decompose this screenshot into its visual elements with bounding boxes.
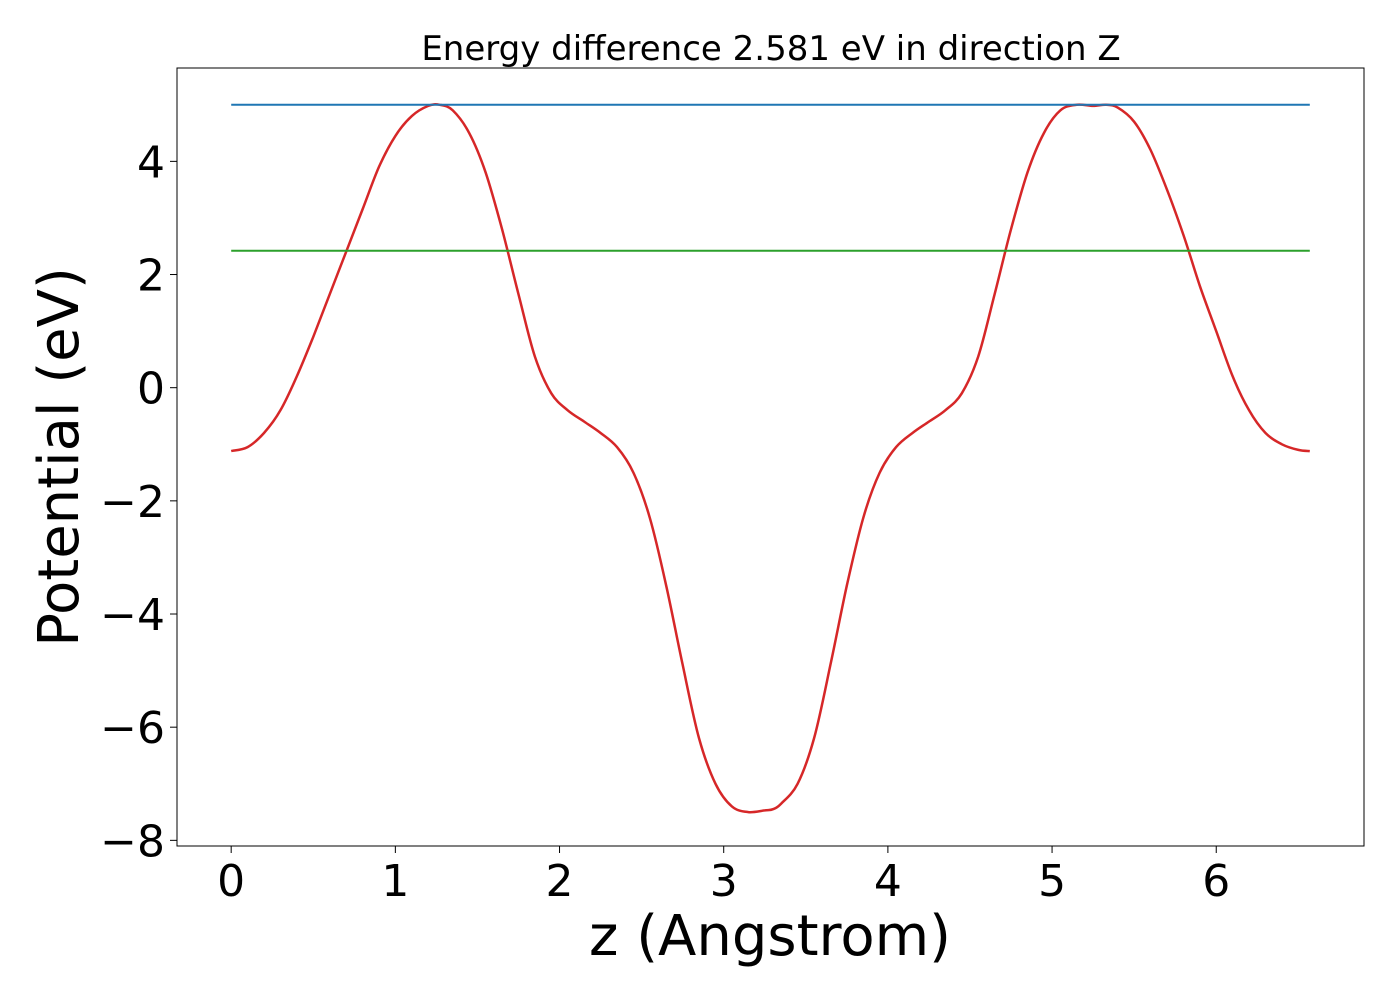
series-layer [230, 103, 1310, 814]
y-axis: −8 −6 −4 −2 0 2 4 [100, 137, 177, 867]
y-axis-label: Potential (eV) [27, 267, 92, 647]
x-tick-label: 1 [381, 856, 409, 907]
x-tick-label: 3 [710, 856, 738, 907]
y-tick-label: 2 [137, 251, 165, 302]
y-tick-label: −6 [100, 703, 165, 754]
x-tick-label: 4 [874, 856, 902, 907]
plot-area-frame [176, 67, 1365, 847]
y-tick-label: 4 [137, 137, 165, 188]
chart-title: Energy difference 2.581 eV in direction … [421, 29, 1120, 69]
potential-curve-series [230, 103, 1310, 814]
x-tick-label: 2 [546, 856, 574, 907]
y-tick-label: 0 [137, 364, 165, 415]
y-tick-label: −4 [100, 590, 165, 641]
x-tick-label: 5 [1038, 856, 1066, 907]
y-tick-label: −2 [100, 477, 165, 528]
x-axis: 0 1 2 3 4 5 6 [217, 846, 1230, 907]
y-tick-label: −8 [100, 816, 165, 867]
x-axis-label: z (Angstrom) [589, 904, 951, 969]
x-tick-label: 0 [217, 856, 245, 907]
x-tick-label: 6 [1202, 856, 1230, 907]
